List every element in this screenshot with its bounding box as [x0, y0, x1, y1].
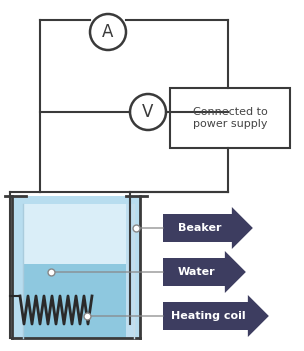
- Bar: [126, 204, 134, 338]
- Circle shape: [130, 94, 166, 130]
- Bar: [23, 204, 134, 264]
- Text: Connected to
power supply: Connected to power supply: [193, 107, 268, 129]
- Text: A: A: [102, 23, 114, 41]
- FancyBboxPatch shape: [163, 251, 246, 293]
- Circle shape: [90, 14, 126, 50]
- Text: Water: Water: [178, 267, 215, 277]
- FancyBboxPatch shape: [163, 295, 269, 337]
- Bar: [23, 264, 134, 338]
- Text: V: V: [142, 103, 154, 121]
- Bar: [12, 196, 140, 338]
- Bar: [170, 88, 290, 148]
- FancyBboxPatch shape: [163, 207, 253, 249]
- Text: Beaker: Beaker: [178, 223, 222, 233]
- Text: Heating coil: Heating coil: [171, 311, 245, 321]
